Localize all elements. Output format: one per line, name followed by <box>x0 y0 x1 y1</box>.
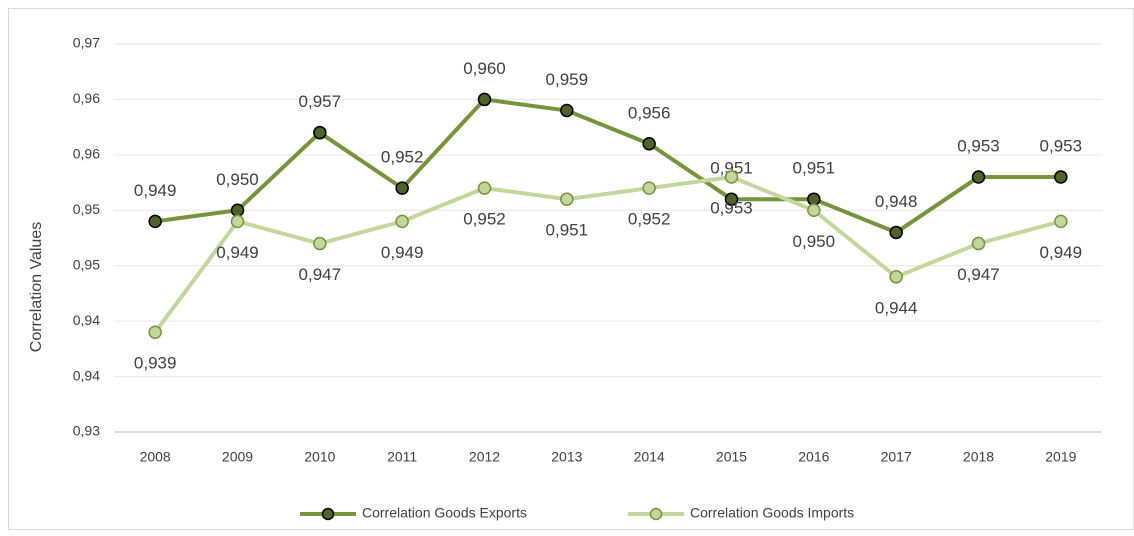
value-label: 0,939 <box>134 354 177 373</box>
marker <box>1054 170 1068 184</box>
value-label: 0,953 <box>710 199 753 218</box>
value-label: 0,949 <box>1040 243 1083 262</box>
series-line <box>154 97 1061 235</box>
marker <box>230 203 245 218</box>
value-label: 0,951 <box>710 159 753 178</box>
y-tick-label: 0,94 <box>73 367 100 383</box>
value-label: 0,949 <box>134 181 177 200</box>
value-label: 0,953 <box>1040 137 1083 156</box>
x-tick-label: 2008 <box>140 449 171 465</box>
value-label: 0,956 <box>628 103 671 122</box>
marker <box>724 192 739 206</box>
value-label: 0,952 <box>381 148 424 167</box>
marker <box>395 181 409 195</box>
marker <box>230 214 245 229</box>
y-tick-label: 0,95 <box>73 256 100 272</box>
marker <box>148 214 162 229</box>
marker <box>560 103 574 118</box>
value-label: 0,950 <box>793 232 836 251</box>
value-label: 0,949 <box>381 243 424 262</box>
x-tick-label: 2012 <box>469 449 500 465</box>
value-label: 0,960 <box>463 59 506 78</box>
marker <box>1054 214 1068 229</box>
marker <box>477 181 492 195</box>
marker <box>560 192 574 206</box>
marker <box>724 170 739 184</box>
legend-label: Correlation Goods Exports <box>362 505 527 521</box>
marker <box>642 137 656 151</box>
x-tick-label: 2016 <box>798 449 829 465</box>
value-label: 0,948 <box>875 192 918 211</box>
marker <box>148 325 162 339</box>
x-tick-label: 2018 <box>963 449 994 465</box>
marker <box>971 170 986 184</box>
value-label: 0,950 <box>216 170 259 189</box>
value-label: 0,947 <box>299 265 342 284</box>
value-label: 0,957 <box>299 92 342 111</box>
value-label: 0,949 <box>216 243 259 262</box>
chart-border <box>8 8 1134 530</box>
legend-marker <box>649 507 663 521</box>
value-label: 0,951 <box>546 221 589 240</box>
marker <box>889 225 903 240</box>
marker <box>807 203 821 218</box>
value-label: 0,951 <box>793 159 836 178</box>
value-label: 0,952 <box>628 210 671 229</box>
value-label: 0,947 <box>957 265 1000 284</box>
marker <box>642 181 656 195</box>
y-tick-label: 0,96 <box>73 146 100 162</box>
marker <box>313 236 327 251</box>
x-tick-label: 2017 <box>881 449 912 465</box>
legend-label: Correlation Goods Imports <box>690 505 854 521</box>
x-tick-label: 2019 <box>1045 449 1076 465</box>
marker <box>395 214 409 229</box>
x-tick-label: 2010 <box>304 449 335 465</box>
marker <box>477 92 492 107</box>
marker <box>889 270 903 284</box>
marker <box>807 192 821 206</box>
x-tick-label: 2015 <box>716 449 747 465</box>
value-label: 0,959 <box>546 70 589 89</box>
y-tick-label: 0,96 <box>73 90 100 106</box>
value-label: 0,953 <box>957 137 1000 156</box>
series-line <box>153 174 1062 334</box>
marker <box>971 236 986 251</box>
legend-marker <box>321 507 335 521</box>
y-axis-label: Correlation Values <box>28 222 45 352</box>
x-tick-label: 2013 <box>551 449 582 465</box>
value-label: 0,944 <box>875 298 918 317</box>
y-tick-label: 0,93 <box>73 423 100 439</box>
y-tick-label: 0,94 <box>73 312 100 328</box>
y-tick-label: 0,95 <box>73 201 100 217</box>
value-label: 0,952 <box>463 210 506 229</box>
x-tick-label: 2014 <box>634 449 665 465</box>
y-tick-label: 0,97 <box>73 35 100 51</box>
x-tick-label: 2011 <box>387 449 417 465</box>
x-tick-label: 2009 <box>222 449 253 465</box>
marker <box>313 125 327 140</box>
